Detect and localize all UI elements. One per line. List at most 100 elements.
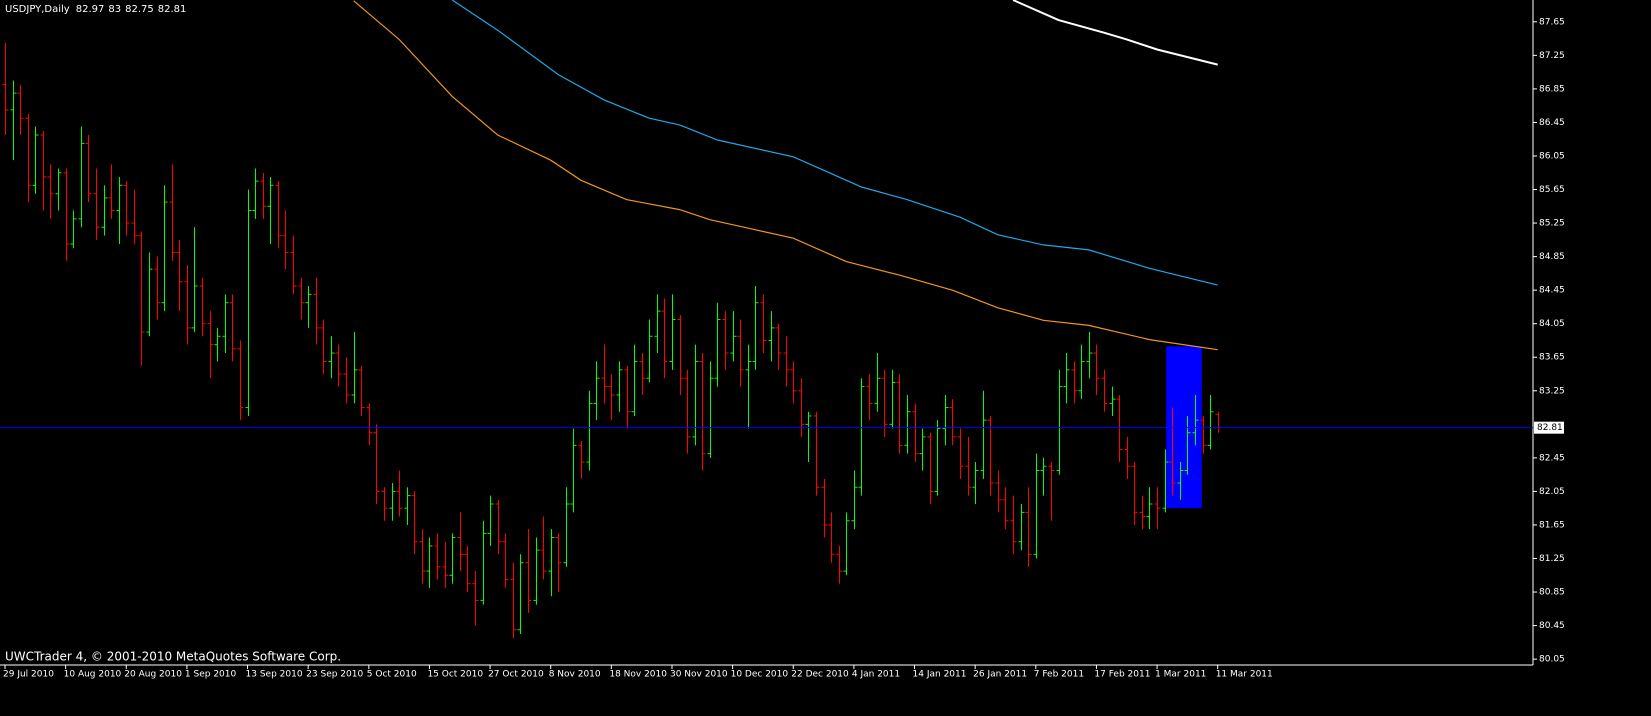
x-tick-label: 22 Dec 2010 xyxy=(791,670,849,680)
footer-text: UWCTrader 4, © 2001-2010 MetaQuotes Soft… xyxy=(5,650,341,664)
ohlc-bar xyxy=(351,332,358,404)
ohlc-bar xyxy=(813,411,820,496)
ohlc-bar xyxy=(101,185,108,236)
x-tick-label: 26 Jan 2011 xyxy=(973,670,1027,680)
ohlc-bar xyxy=(1154,487,1161,530)
x-tick-label: 29 Jul 2010 xyxy=(3,670,54,680)
ohlc-bar xyxy=(601,344,608,404)
ohlc-bar xyxy=(252,168,259,219)
y-tick-label: 84.45 xyxy=(1539,286,1565,296)
ohlc-bar xyxy=(343,357,350,404)
ohlc-bar xyxy=(896,374,903,454)
ohlc-bar xyxy=(768,311,775,362)
close-value: 82.81 xyxy=(158,4,187,15)
ohlc-bar xyxy=(169,164,176,261)
ohlc-bar xyxy=(1025,487,1032,567)
ohlc-bar xyxy=(442,541,449,588)
moving-average-line xyxy=(451,0,1218,286)
x-tick-label: 18 Nov 2010 xyxy=(609,670,667,680)
ohlc-bar xyxy=(32,126,39,194)
y-tick-label: 84.85 xyxy=(1539,252,1565,262)
high-value: 83 xyxy=(108,4,121,15)
ohlc-bar xyxy=(229,294,236,362)
ohlc-bar xyxy=(874,353,881,412)
ohlc-bar xyxy=(722,311,729,370)
ohlc-bar xyxy=(78,126,85,228)
x-tick-label: 20 Aug 2010 xyxy=(124,670,182,680)
price-label-box xyxy=(1534,421,1564,434)
ohlc-bar xyxy=(949,399,956,446)
ohlc-bar xyxy=(495,499,502,555)
ohlc-bar xyxy=(487,495,494,546)
ohlc-bar xyxy=(282,210,289,270)
y-tick-label: 86.05 xyxy=(1539,151,1565,161)
x-tick-label: 7 Feb 2011 xyxy=(1034,670,1084,680)
ohlc-bar xyxy=(745,344,752,429)
ohlc-bar xyxy=(411,491,418,555)
ohlc-bar xyxy=(752,285,759,370)
ohlc-bar xyxy=(1116,394,1123,463)
ohlc-bar xyxy=(472,571,479,626)
ohlc-bar xyxy=(1109,386,1116,416)
ohlc-bar xyxy=(881,369,888,437)
open-value: 82.97 xyxy=(76,4,105,15)
ohlc-bar xyxy=(646,319,653,383)
price-label: 82.81 xyxy=(1537,423,1563,433)
ohlc-bar xyxy=(1086,332,1093,379)
ohlc-bar xyxy=(586,390,593,471)
ohlc-bar xyxy=(85,135,92,203)
ohlc-bar xyxy=(1124,436,1131,479)
y-tick-label: 80.05 xyxy=(1539,655,1565,665)
x-tick-label: 10 Aug 2010 xyxy=(64,670,122,680)
ohlc-bar xyxy=(154,256,161,320)
x-tick-label: 17 Feb 2011 xyxy=(1094,670,1150,680)
ohlc-bar xyxy=(267,176,274,245)
ohlc-bar xyxy=(457,512,464,572)
x-tick-label: 1 Mar 2011 xyxy=(1155,670,1206,680)
x-tick-label: 11 Mar 2011 xyxy=(1216,670,1273,680)
ohlc-bar xyxy=(55,168,62,211)
ohlc-bar xyxy=(1184,415,1191,475)
x-tick-label: 8 Nov 2010 xyxy=(549,670,601,680)
x-tick-label: 30 Nov 2010 xyxy=(670,670,728,680)
ohlc-bar xyxy=(821,478,828,538)
ohlc-bar xyxy=(517,554,524,634)
ohlc-bar xyxy=(17,84,24,136)
ohlc-bar xyxy=(730,311,737,362)
ohlc-bar xyxy=(836,545,843,584)
ohlc-bar xyxy=(904,394,911,454)
ohlc-bar xyxy=(328,336,335,379)
ohlc-bar xyxy=(707,361,714,458)
chart-header: USDJPY,Daily 82.97 83 82.75 82.81 xyxy=(5,4,186,15)
ohlc-bar xyxy=(1162,449,1169,513)
ohlc-bar xyxy=(358,365,365,416)
ohlc-bar xyxy=(987,415,994,496)
ohlc-bar xyxy=(578,441,585,479)
ohlc-bar xyxy=(1063,353,1070,404)
ohlc-bar xyxy=(563,487,570,567)
ohlc-bar xyxy=(995,470,1002,513)
ohlc-bar xyxy=(1071,361,1078,404)
ohlc-bar xyxy=(775,323,782,370)
ohlc-bar xyxy=(661,298,668,379)
ohlc-bar xyxy=(684,369,691,454)
ohlc-bar xyxy=(464,545,471,593)
ohlc-bar xyxy=(1018,503,1025,551)
ohlc-bar xyxy=(47,164,54,219)
x-tick-label: 14 Jan 2011 xyxy=(913,670,967,680)
ohlc-bar xyxy=(828,512,835,563)
ohlc-bar xyxy=(480,520,487,605)
ohlc-bar xyxy=(191,227,198,333)
ohlc-bar xyxy=(63,168,70,261)
ohlc-bar xyxy=(305,285,312,328)
ohlc-bar xyxy=(942,394,949,446)
ohlc-bar xyxy=(957,428,964,479)
y-tick-label: 83.25 xyxy=(1539,386,1565,396)
ohlc-bar xyxy=(866,374,873,421)
moving-average-line xyxy=(1012,0,1218,66)
ohlc-bar xyxy=(502,533,509,588)
x-tick-label: 10 Dec 2010 xyxy=(731,670,789,680)
ohlc-bar xyxy=(1010,495,1017,555)
ohlc-bar xyxy=(1033,453,1040,559)
